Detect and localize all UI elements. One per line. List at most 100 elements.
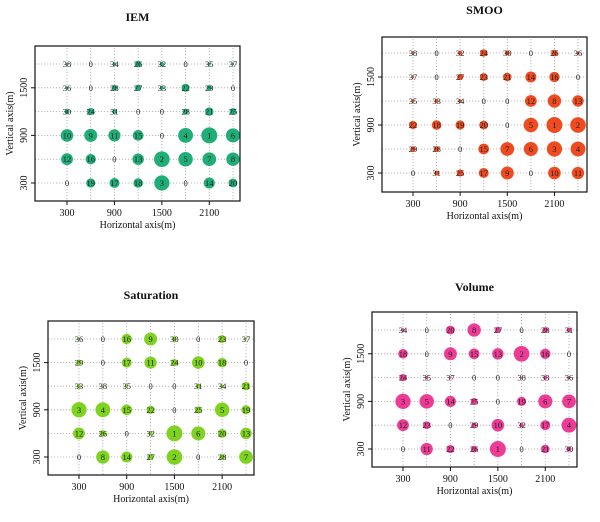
data-label: 2 [519, 349, 523, 359]
data-point [479, 73, 488, 81]
x-tick-label: 900 [443, 474, 458, 485]
data-point [101, 385, 104, 388]
data-label: 32 [158, 59, 167, 69]
data-point [470, 397, 478, 405]
data-label: 23 [422, 420, 431, 430]
data-label: 7 [505, 144, 509, 154]
data-label: 9 [148, 334, 152, 344]
data-label: 34 [218, 381, 227, 391]
data-label: 0 [425, 325, 429, 335]
data-label: 16 [541, 349, 550, 359]
data-point [500, 142, 515, 156]
data-label: 29 [470, 420, 479, 430]
data-point [492, 348, 504, 360]
data-label: 20 [446, 325, 455, 335]
data-point [239, 450, 253, 464]
data-point [144, 332, 158, 346]
data-label: 24 [86, 107, 95, 117]
data-label: 0 [529, 48, 533, 58]
data-point [547, 94, 562, 108]
data-point [195, 383, 201, 389]
data-label: 27 [146, 452, 155, 462]
data-point [154, 175, 170, 191]
y-tick-label: 300 [32, 450, 43, 465]
data-label: 28 [181, 107, 190, 117]
data-label: 15 [134, 130, 143, 140]
data-point [425, 376, 429, 380]
data-label: 9 [448, 349, 452, 359]
data-point [491, 418, 505, 432]
data-label: 22 [446, 444, 455, 454]
data-point [570, 141, 586, 157]
data-label: 3 [401, 396, 405, 406]
data-label: 17 [110, 178, 119, 188]
data-label: 11 [574, 168, 582, 178]
data-label: 11 [146, 358, 154, 368]
data-point [567, 376, 571, 379]
data-label: 14 [446, 396, 455, 406]
data-label: 2 [576, 120, 580, 130]
data-point [540, 348, 551, 359]
data-point [538, 394, 553, 409]
data-point [191, 356, 205, 369]
data-label: 25 [194, 405, 203, 415]
data-point [202, 152, 217, 167]
data-label: 32 [146, 428, 155, 438]
data-point [546, 117, 563, 133]
x-axis-label: Horizontal axis(m) [437, 486, 513, 497]
data-point [171, 336, 177, 342]
x-tick-label: 300 [396, 474, 411, 485]
data-label: 0 [496, 396, 500, 406]
data-point [109, 178, 120, 188]
data-point [182, 108, 189, 115]
data-label: 11 [423, 444, 431, 454]
data-label: 0 [529, 168, 533, 178]
data-label: 1 [496, 444, 500, 454]
data-point [513, 345, 530, 362]
chart-title: IEM [126, 10, 150, 24]
data-label: 25 [456, 168, 465, 178]
y-tick-label: 300 [19, 176, 30, 191]
data-label: 17 [479, 168, 488, 178]
data-label: 37 [242, 334, 251, 344]
x-tick-label: 300 [60, 208, 75, 219]
data-label: 34 [456, 96, 465, 106]
data-point [133, 178, 143, 188]
data-point [561, 417, 577, 433]
data-label: 19 [86, 178, 95, 188]
data-label: 38 [99, 381, 108, 391]
data-label: 35 [205, 59, 214, 69]
data-label: 1 [552, 120, 556, 130]
data-point [229, 108, 237, 116]
data-label: 5 [425, 396, 429, 406]
data-label: 13 [242, 428, 251, 438]
data-point [240, 427, 252, 440]
data-point [420, 442, 433, 456]
data-label: 21 [503, 72, 512, 82]
y-tick-label: 1500 [356, 344, 367, 364]
y-axis-label: Vertical axis(m) [352, 82, 363, 146]
data-label: 22 [146, 405, 155, 415]
data-point [159, 61, 164, 67]
data-label: 19 [456, 120, 465, 130]
data-point [218, 335, 226, 343]
data-point [244, 337, 248, 341]
data-label: 0 [458, 144, 462, 154]
data-point [73, 427, 85, 440]
data-label: 0 [425, 349, 429, 359]
data-label: 5 [220, 405, 224, 415]
data-label: 32 [456, 48, 465, 58]
data-point [480, 49, 488, 57]
data-label: 5 [529, 120, 533, 130]
y-tick-label: 900 [32, 402, 43, 417]
data-point [478, 143, 490, 155]
data-point [159, 85, 164, 90]
data-label: 12 [527, 96, 536, 106]
data-point [201, 127, 218, 144]
data-label: 17 [122, 358, 131, 368]
data-point [458, 99, 462, 103]
plot-frame [381, 36, 588, 193]
data-label: 36 [75, 334, 84, 344]
